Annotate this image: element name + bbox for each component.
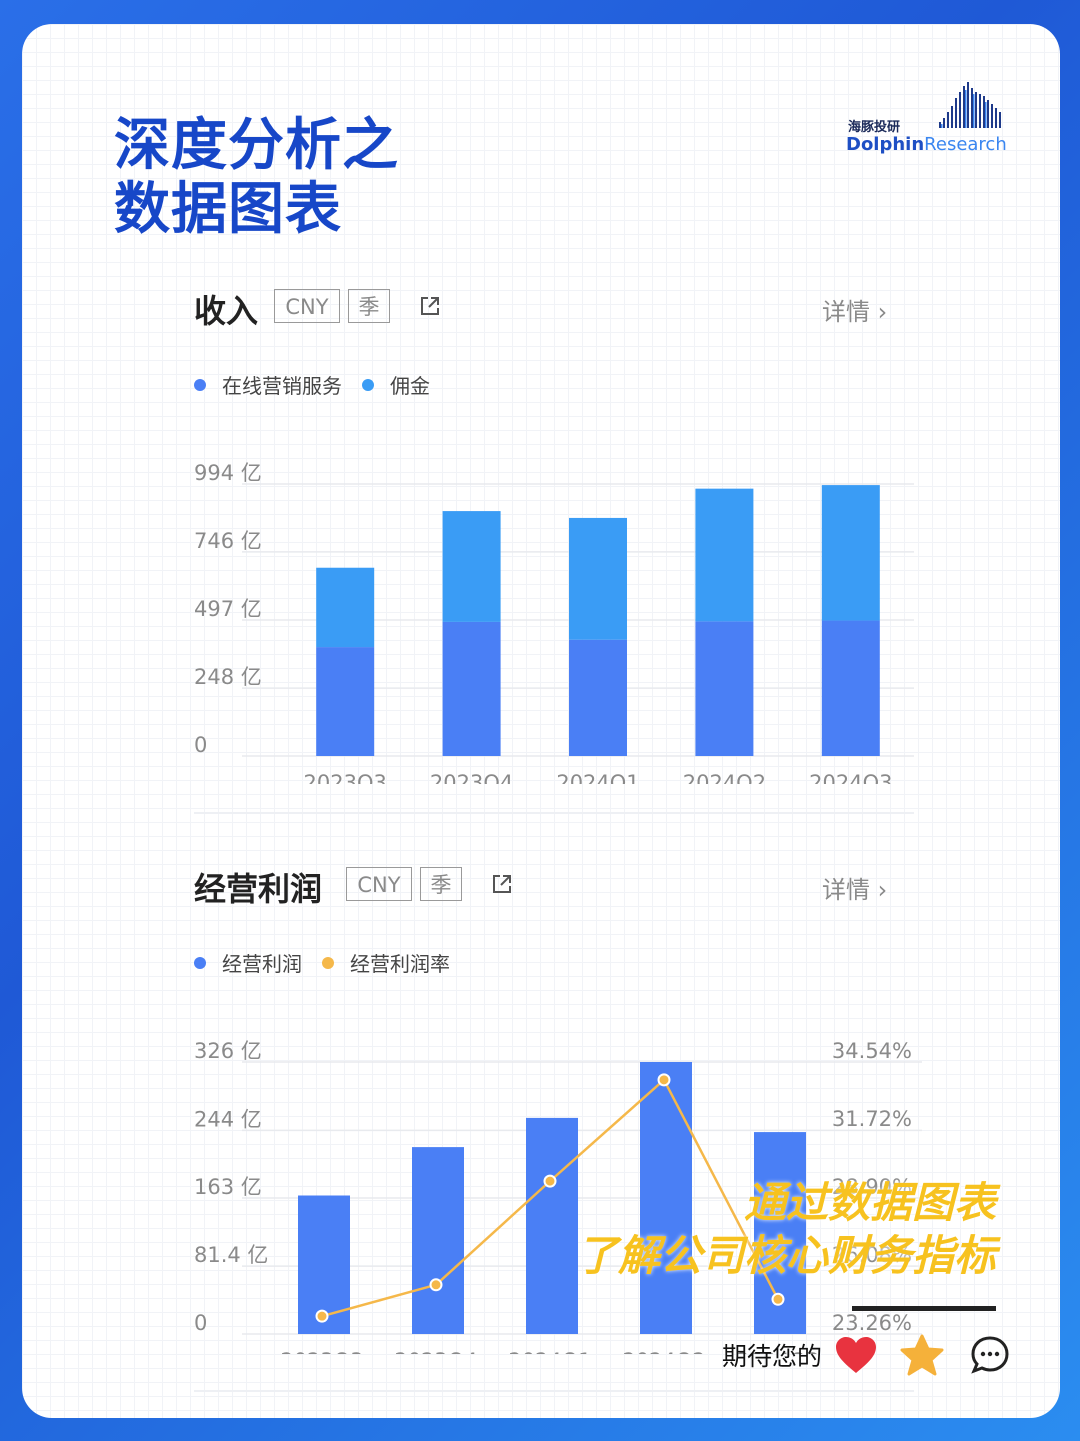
legend-item-op-profit: 经营利润 <box>194 948 302 977</box>
revenue-chart: 0 248 亿 497 亿 746 亿 994 亿 2023Q3 2023Q4 2024Q1 2… <box>194 461 914 784</box>
bar <box>821 485 880 621</box>
x-tick-label: 2023Q3 <box>304 771 387 784</box>
x-tick-label: 2024Q3 <box>736 1349 819 1354</box>
section-divider <box>194 812 914 814</box>
op-profit-external-link-icon[interactable] <box>490 872 514 896</box>
op-profit-detail-link[interactable]: 详情 › <box>822 876 888 904</box>
y-tick-label-left: 0 <box>194 1311 207 1335</box>
y-tick-label-left: 81.4 亿 <box>194 1243 268 1267</box>
legend-dot <box>194 956 206 969</box>
x-tick-label: 2023Q4 <box>430 771 513 784</box>
margin-point <box>315 1309 329 1323</box>
logo-en: DolphinResearch <box>846 134 1007 155</box>
logo-bars-icon <box>939 82 1001 128</box>
legend-label: 经营利润率 <box>350 952 450 976</box>
op-profit-title: 经营利润 <box>194 870 323 908</box>
bar <box>526 1117 578 1334</box>
bar <box>442 511 501 622</box>
y-tick-label-left: 244 亿 <box>194 1107 262 1131</box>
revenue-legend: 在线营销服务 佣金 <box>194 370 450 399</box>
y-tick-label: 994 亿 <box>194 461 262 485</box>
legend-dot <box>194 378 206 391</box>
revenue-title: 收入 <box>194 292 259 330</box>
x-tick-label: 2024Q2 <box>683 771 766 784</box>
legend-label: 在线营销服务 <box>222 374 342 398</box>
headline: 深度分析之 数据图表 <box>114 114 399 242</box>
legend-item-online-marketing: 在线营销服务 <box>194 370 342 399</box>
bar <box>569 639 627 756</box>
headline-line1: 深度分析之 <box>114 113 399 178</box>
y-tick-label: 497 亿 <box>194 597 262 621</box>
comment-icon[interactable] <box>970 1335 1010 1375</box>
y-tick-label-right: 31.72% <box>832 1107 912 1131</box>
margin-point <box>543 1174 557 1188</box>
y-tick-label-right: 26.08% <box>832 1243 912 1267</box>
heart-icon[interactable] <box>834 1335 878 1375</box>
star-icon[interactable] <box>900 1334 944 1376</box>
margin-point <box>771 1292 785 1306</box>
dolphin-research-logo: 海豚投研 DolphinResearch <box>844 82 1044 162</box>
margin-point <box>657 1073 671 1087</box>
y-tick-label-right: 34.54% <box>832 1039 912 1063</box>
y-tick-label-left: 326 亿 <box>194 1039 262 1063</box>
underline-bar <box>852 1306 996 1311</box>
logo-cn: 海豚投研 <box>848 120 901 135</box>
x-tick-label: 2024Q3 <box>809 771 892 784</box>
y-tick-label: 248 亿 <box>194 665 262 689</box>
op-profit-currency-tag[interactable]: CNY <box>346 867 412 901</box>
op-profit-chart: 0 81.4 亿 163 亿 244 亿 326 亿 23.26% 26.08% 28.90%… <box>194 1039 922 1354</box>
op-profit-period-tag[interactable]: 季 <box>420 867 462 901</box>
y-tick-label: 0 <box>194 733 207 757</box>
section-divider <box>194 1390 914 1392</box>
revenue-detail-link[interactable]: 详情 › <box>822 298 888 326</box>
promo-line2: 了解公司核心财务指标 <box>575 1231 996 1280</box>
x-tick-label: 2024Q1 <box>508 1349 591 1354</box>
y-tick-label-right: 28.90% <box>832 1175 912 1199</box>
revenue-currency-tag[interactable]: CNY <box>274 289 340 323</box>
margin-point <box>429 1278 443 1292</box>
legend-item-commission: 佣金 <box>362 370 430 399</box>
bar <box>695 621 754 756</box>
y-tick-label-left: 163 亿 <box>194 1175 262 1199</box>
bar <box>569 517 627 640</box>
bar <box>412 1147 464 1334</box>
x-tick-label: 2023Q3 <box>280 1349 363 1354</box>
promo-line1: 通过数据图表 <box>743 1178 996 1227</box>
revenue-period-tag[interactable]: 季 <box>348 289 390 323</box>
y-tick-label: 746 亿 <box>194 529 262 553</box>
bar <box>316 567 375 648</box>
bottom-action-bar: 期待您的 <box>722 1334 1010 1376</box>
y-tick-label-right: 23.26% <box>832 1311 912 1335</box>
bar <box>695 488 754 622</box>
legend-label: 经营利润 <box>222 952 302 976</box>
legend-dot <box>322 956 334 969</box>
bar <box>316 647 375 756</box>
bottom-label: 期待您的 <box>722 1342 823 1371</box>
legend-item-op-margin: 经营利润率 <box>322 948 450 977</box>
revenue-external-link-icon[interactable] <box>418 294 442 318</box>
x-tick-label: 2024Q1 <box>556 771 639 784</box>
bar <box>821 620 880 756</box>
headline-line2: 数据图表 <box>114 177 342 242</box>
op-profit-legend: 经营利润 经营利润率 <box>194 948 470 977</box>
x-tick-label: 2024Q2 <box>622 1349 705 1354</box>
bar <box>640 1062 692 1334</box>
legend-dot <box>362 378 374 391</box>
bar <box>442 621 501 756</box>
x-tick-label: 2023Q4 <box>394 1349 477 1354</box>
legend-label: 佣金 <box>390 374 430 398</box>
card: 深度分析之 数据图表 海豚投研 DolphinResearch 收入 CNY 季 <box>22 24 1060 1418</box>
